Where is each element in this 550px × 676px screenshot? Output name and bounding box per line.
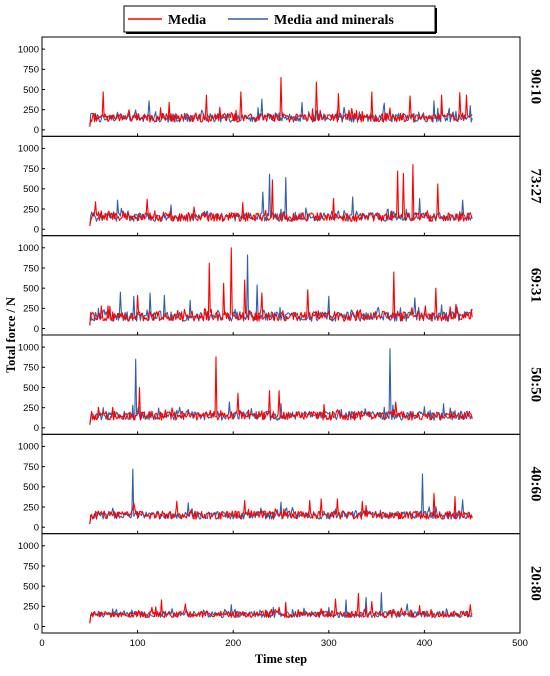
y-tick-label: 0 [34,622,39,633]
x-tick-label: 0 [39,638,44,649]
y-tick-label: 0 [34,423,39,434]
panel-frame [41,533,521,634]
y-tick-label: 250 [23,105,39,116]
x-tick-label: 300 [321,638,337,649]
panel-1: 0 250 500 750 1000 90:10 [18,36,544,137]
panel-ratio-label: 90:10 [528,69,544,104]
series-line-media [89,492,473,525]
y-tick-label: 750 [23,263,39,274]
legend-label-2: Media and minerals [274,13,394,28]
y-tick-label: 1000 [18,243,39,254]
panel-2: 0 250 500 750 1000 73:27 [18,135,544,237]
y-tick-label: 250 [23,502,39,513]
x-tick-label: 500 [512,638,528,649]
x-tick-label: 400 [416,638,432,649]
y-tick-label: 500 [23,581,39,592]
y-tick-label: 250 [23,403,39,414]
series-line-media-and-minerals [89,592,473,624]
panel-6: 0 250 500 750 1000 20:80 [18,533,544,634]
y-tick-label: 0 [34,324,39,335]
y-tick-label: 1000 [18,144,39,155]
x-axis-title: Time step [255,652,307,666]
y-tick-label: 500 [23,184,39,195]
series-line-media-and-minerals [89,98,473,127]
panel-3: 0 250 500 750 1000 69:31 [18,235,544,336]
y-tick-label: 250 [23,602,39,613]
panel-5: 0 250 500 750 1000 40:60 [18,433,544,535]
panel-ratio-label: 20:80 [528,566,544,601]
y-tick-label: 0 [34,225,39,236]
y-tick-label: 750 [23,363,39,374]
panel-ratio-label: 69:31 [528,268,544,303]
y-tick-label: 1000 [18,342,39,353]
y-tick-label: 250 [23,204,39,215]
y-tick-label: 750 [23,65,39,76]
legend-label-1: Media [168,13,206,28]
y-tick-label: 500 [23,85,39,96]
y-tick-label: 1000 [18,44,39,55]
panel-ratio-label: 40:60 [528,467,544,502]
y-tick-label: 500 [23,482,39,493]
y-tick-label: 0 [34,125,39,136]
y-tick-label: 750 [23,561,39,572]
y-tick-label: 0 [34,523,39,534]
legend-box [123,5,436,33]
y-tick-label: 1000 [18,442,39,453]
series-line-media [89,592,473,624]
panel-ratio-label: 50:50 [528,367,544,402]
series-line-media-and-minerals [89,348,473,425]
x-tick-label: 100 [130,638,146,649]
y-tick-label: 1000 [18,541,39,552]
series-line-media [89,164,473,227]
y-tick-label: 500 [23,383,39,394]
x-tick-label: 200 [225,638,241,649]
y-tick-label: 750 [23,462,39,473]
series-line-media [89,247,473,326]
y-tick-label: 750 [23,164,39,175]
panel-ratio-label: 73:27 [528,169,544,204]
panel-4: 0 250 500 750 1000 50:50 [18,334,544,435]
series-line-media [89,356,473,425]
y-axis-title: Total force / N [4,297,18,373]
legend: Media Media and minerals [123,5,437,34]
series-line-media [89,76,473,127]
y-tick-label: 500 [23,283,39,294]
y-tick-label: 250 [23,304,39,315]
